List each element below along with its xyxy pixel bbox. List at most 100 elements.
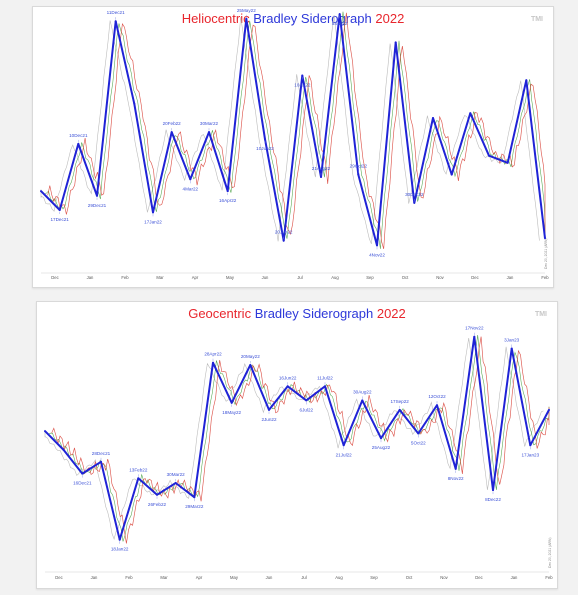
- point-label: 3Jan23: [504, 338, 520, 343]
- point-label: 28Apr22: [204, 352, 222, 357]
- heliocentric-chart-panel: Heliocentric Bradley Siderograph 2022 TMI…: [32, 6, 554, 288]
- x-tick-label: Feb: [541, 275, 549, 280]
- point-label: 10Dec21: [69, 133, 88, 138]
- point-label: 29Dec21: [88, 203, 107, 208]
- watermark-logo: TMI: [531, 16, 543, 23]
- x-tick-label: Jun: [266, 575, 273, 580]
- geocentric-chart: Geocentric Bradley Siderograph 2022 TMI De…: [44, 306, 553, 580]
- point-label: 20Feb22: [163, 121, 182, 126]
- turning-point-marker: [212, 361, 214, 364]
- turning-point-marker: [226, 190, 229, 193]
- x-tick-label: Jan: [511, 575, 518, 580]
- turning-point-marker: [133, 102, 136, 105]
- x-tick-label: Dec: [471, 275, 478, 280]
- chart-title-part: Bradley: [251, 306, 299, 321]
- chart-title-part: Heliocentric: [182, 11, 250, 26]
- component-line-red: [51, 336, 550, 544]
- component-line-gray: [40, 15, 540, 245]
- x-tick-label: Sep: [366, 275, 374, 280]
- x-tick-label: Feb: [125, 575, 133, 580]
- turning-point-marker: [548, 408, 550, 411]
- x-tick-label: Aug: [335, 575, 343, 580]
- turning-point-marker: [118, 538, 121, 541]
- x-tick-label: Feb: [121, 275, 129, 280]
- x-tick-label: Jul: [297, 275, 302, 280]
- turning-point-marker: [529, 444, 532, 447]
- x-tick-label: Dec: [55, 575, 62, 580]
- turning-point-marker: [380, 437, 382, 440]
- point-label: 10Jul22: [294, 82, 311, 87]
- chart-title: Geocentric Bradley Siderograph 2022: [188, 306, 406, 321]
- point-label: 30Mar22: [200, 121, 219, 126]
- x-tick-label: May: [226, 275, 235, 280]
- turning-point-marker: [454, 467, 457, 470]
- turning-point-marker: [510, 347, 513, 350]
- x-tick-label: Mar: [160, 575, 168, 580]
- turning-point-marker: [40, 190, 42, 193]
- point-label: 17Jan22: [144, 219, 162, 224]
- point-label: 4Mar22: [183, 186, 199, 191]
- turning-point-marker: [62, 449, 65, 451]
- point-label: 17Jan23: [522, 452, 540, 457]
- turning-point-marker: [338, 13, 341, 16]
- turning-point-marker: [193, 496, 196, 499]
- turning-point-marker: [268, 408, 270, 411]
- x-tick-label: Jan: [507, 275, 514, 280]
- component-line-red: [47, 12, 546, 249]
- x-tick-label: Dec: [51, 275, 58, 280]
- point-label: 17Sep22: [390, 399, 409, 404]
- point-label: 13Feb22: [129, 467, 148, 472]
- turning-point-marker: [152, 211, 154, 214]
- turning-point-marker: [137, 477, 140, 480]
- x-tick-label: Sep: [370, 575, 378, 580]
- turning-point-marker: [450, 173, 453, 176]
- turning-point-marker: [320, 176, 322, 178]
- turning-point-marker: [245, 17, 248, 20]
- chart-side-note: Dec 20, 2021 (ARN): [548, 537, 552, 568]
- turning-point-marker: [208, 131, 210, 134]
- x-tick-label: Mar: [156, 275, 164, 280]
- x-tick-label: Apr: [196, 575, 203, 580]
- point-label: 29Mar22: [185, 504, 204, 509]
- turning-point-marker: [398, 408, 401, 411]
- turning-point-marker: [156, 493, 158, 496]
- point-label: 4Nov22: [369, 252, 385, 257]
- point-label: 30Dec22: [405, 192, 424, 197]
- point-label: 12Oct22: [428, 394, 446, 399]
- chart-title-part: Bradley: [250, 11, 298, 26]
- turning-point-marker: [174, 482, 177, 484]
- turning-point-marker: [44, 430, 46, 433]
- point-label: 11Dec21: [107, 10, 125, 15]
- heliocentric-chart: Heliocentric Bradley Siderograph 2022 TMI…: [40, 8, 549, 280]
- component-line-green: [44, 11, 546, 249]
- turning-point-marker: [432, 117, 434, 119]
- chart-title-part: 2022: [372, 11, 405, 26]
- point-label: 6Jul22: [300, 407, 314, 412]
- turning-point-marker: [114, 20, 117, 23]
- turning-point-marker: [230, 401, 233, 404]
- siderograph-main-line: [44, 335, 550, 541]
- siderograph-main-line: [40, 13, 546, 247]
- point-label: 25Aug22: [372, 445, 391, 450]
- x-tick-label: Jan: [91, 575, 98, 580]
- turning-point-marker: [342, 444, 345, 447]
- turning-point-marker: [488, 154, 490, 157]
- turning-point-marker: [525, 79, 528, 82]
- point-label: 11Jul22: [317, 375, 333, 380]
- component-line-gray: [44, 338, 544, 540]
- turning-point-marker: [100, 460, 102, 463]
- turning-point-marker: [473, 335, 476, 338]
- turning-point-marker: [305, 399, 308, 402]
- turning-point-marker: [77, 142, 80, 145]
- point-label: 2Jun22: [261, 417, 277, 422]
- turning-point-marker: [81, 472, 84, 475]
- x-tick-label: Aug: [331, 275, 339, 280]
- point-label: 17Dec21: [50, 217, 69, 222]
- x-tick-label: Oct: [402, 275, 409, 280]
- point-label: 25May22: [237, 8, 256, 13]
- point-label: 8Dec22: [485, 497, 501, 502]
- turning-point-marker: [413, 201, 416, 204]
- turning-point-marker: [264, 138, 266, 141]
- turning-point-marker: [506, 161, 509, 164]
- turning-point-marker: [417, 432, 420, 435]
